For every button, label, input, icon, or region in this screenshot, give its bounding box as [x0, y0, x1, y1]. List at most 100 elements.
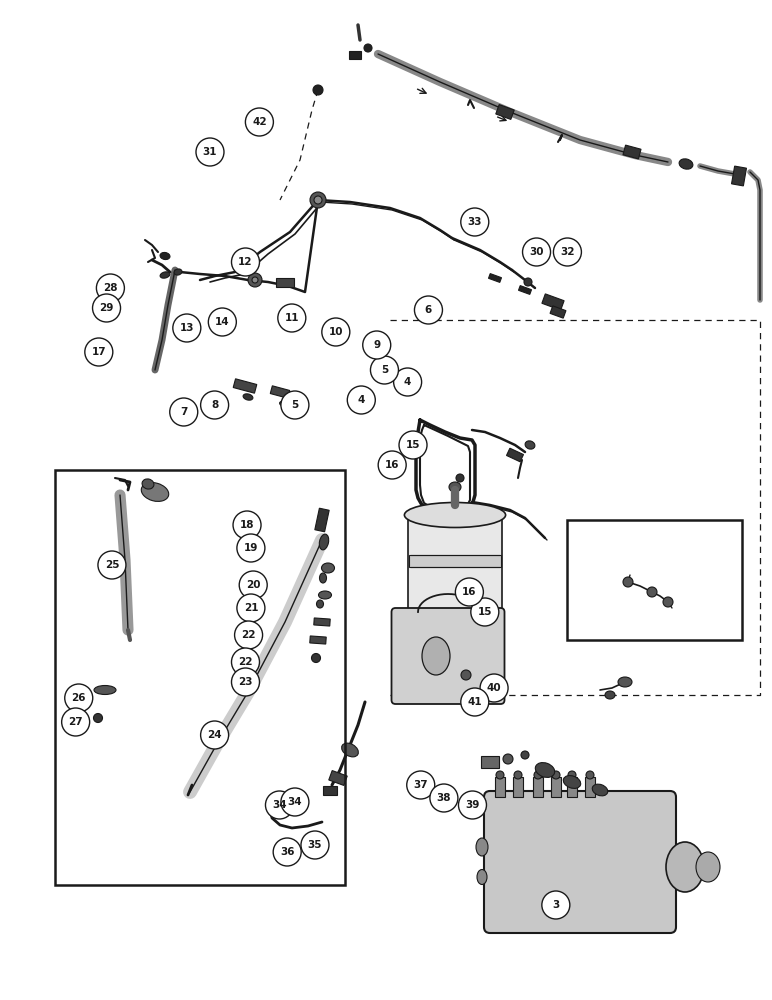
Bar	[495, 777, 505, 797]
Ellipse shape	[525, 441, 535, 449]
Bar	[732, 166, 747, 186]
Circle shape	[301, 831, 329, 859]
Text: 5: 5	[291, 400, 299, 410]
Ellipse shape	[534, 771, 542, 779]
Circle shape	[378, 451, 406, 479]
Circle shape	[273, 838, 301, 866]
Circle shape	[430, 784, 458, 812]
Circle shape	[93, 294, 120, 322]
Text: 34: 34	[273, 800, 286, 810]
Text: 24: 24	[208, 730, 222, 740]
Ellipse shape	[605, 691, 615, 699]
Text: 4: 4	[404, 377, 411, 387]
Circle shape	[196, 138, 224, 166]
Ellipse shape	[321, 563, 334, 573]
Circle shape	[237, 534, 265, 562]
Bar	[519, 286, 531, 294]
Ellipse shape	[342, 743, 358, 757]
Text: 21: 21	[244, 603, 258, 613]
Ellipse shape	[141, 483, 169, 501]
Circle shape	[363, 331, 391, 359]
Text: 38: 38	[437, 793, 451, 803]
Bar	[310, 636, 327, 644]
Ellipse shape	[93, 714, 103, 722]
Ellipse shape	[586, 771, 594, 779]
Ellipse shape	[514, 771, 522, 779]
Text: 41: 41	[468, 697, 482, 707]
Circle shape	[85, 338, 113, 366]
Ellipse shape	[160, 272, 170, 278]
Ellipse shape	[364, 44, 372, 52]
Ellipse shape	[310, 192, 326, 208]
Ellipse shape	[663, 597, 673, 607]
Circle shape	[471, 598, 499, 626]
Ellipse shape	[320, 573, 327, 583]
Bar	[55, 470, 345, 885]
Bar	[270, 386, 290, 398]
Circle shape	[371, 356, 398, 384]
Bar	[329, 771, 347, 785]
Ellipse shape	[311, 654, 320, 662]
Ellipse shape	[503, 754, 513, 764]
Text: 32: 32	[560, 247, 574, 257]
Text: 31: 31	[203, 147, 217, 157]
Ellipse shape	[461, 670, 471, 680]
Circle shape	[480, 674, 508, 702]
Ellipse shape	[317, 600, 323, 608]
Ellipse shape	[449, 482, 461, 492]
Circle shape	[281, 788, 309, 816]
FancyBboxPatch shape	[484, 791, 676, 933]
Ellipse shape	[618, 677, 632, 687]
Text: 15: 15	[478, 607, 492, 617]
Text: 22: 22	[242, 630, 256, 640]
Bar	[542, 294, 564, 310]
Circle shape	[232, 248, 259, 276]
Ellipse shape	[521, 751, 529, 759]
Ellipse shape	[243, 394, 253, 400]
Bar	[349, 51, 361, 59]
Ellipse shape	[564, 776, 581, 788]
Ellipse shape	[696, 852, 720, 882]
Bar	[323, 786, 337, 794]
Bar	[550, 306, 566, 318]
Text: 37: 37	[414, 780, 428, 790]
Ellipse shape	[314, 196, 322, 204]
Bar	[567, 777, 577, 797]
Bar	[313, 618, 330, 626]
Circle shape	[96, 274, 124, 302]
Text: 22: 22	[239, 657, 252, 667]
Ellipse shape	[252, 277, 258, 283]
Text: 26: 26	[72, 693, 86, 703]
Ellipse shape	[623, 577, 633, 587]
Text: 27: 27	[69, 717, 83, 727]
Ellipse shape	[496, 771, 504, 779]
Circle shape	[459, 791, 486, 819]
FancyBboxPatch shape	[408, 517, 502, 613]
Circle shape	[232, 648, 259, 676]
Bar	[623, 145, 641, 159]
Text: 14: 14	[215, 317, 229, 327]
Bar	[233, 379, 257, 393]
Ellipse shape	[174, 269, 182, 275]
Ellipse shape	[535, 763, 555, 777]
Circle shape	[65, 684, 93, 712]
Text: 15: 15	[406, 440, 420, 450]
Text: 42: 42	[252, 117, 266, 127]
Text: 4: 4	[357, 395, 365, 405]
Circle shape	[399, 431, 427, 459]
Text: 30: 30	[530, 247, 543, 257]
Ellipse shape	[94, 686, 116, 694]
Bar	[409, 554, 501, 566]
Circle shape	[208, 308, 236, 336]
Text: 10: 10	[329, 327, 343, 337]
Ellipse shape	[320, 534, 329, 550]
Ellipse shape	[313, 85, 323, 95]
Text: 9: 9	[373, 340, 381, 350]
Bar	[585, 777, 595, 797]
Bar	[551, 777, 561, 797]
Ellipse shape	[319, 591, 331, 599]
Text: 7: 7	[180, 407, 188, 417]
Text: 19: 19	[244, 543, 258, 553]
Circle shape	[201, 391, 229, 419]
Ellipse shape	[279, 401, 289, 407]
